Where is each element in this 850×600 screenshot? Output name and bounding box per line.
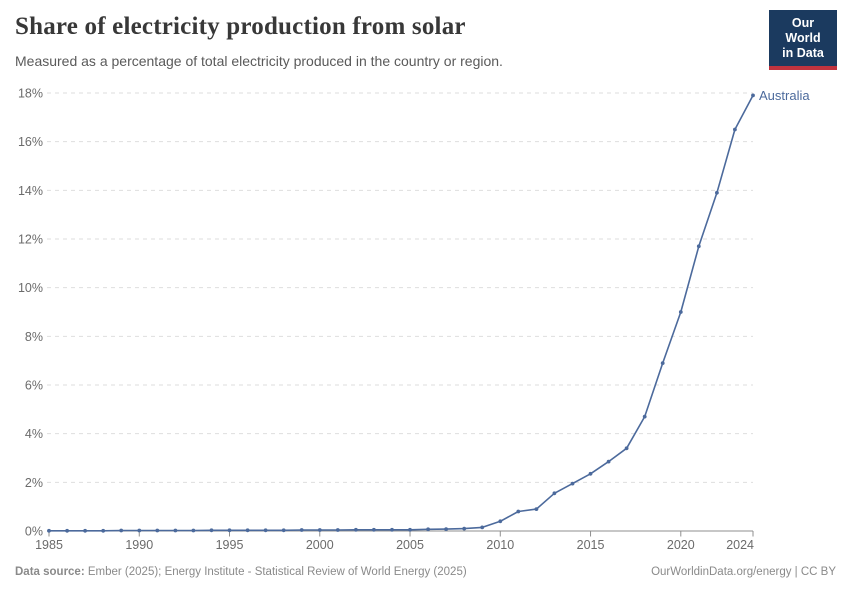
data-point[interactable]	[480, 525, 485, 530]
y-axis-tick-label: 10%	[18, 281, 43, 295]
data-point[interactable]	[354, 527, 358, 532]
data-point[interactable]	[155, 528, 160, 533]
y-axis-tick-label: 14%	[18, 184, 43, 198]
data-point[interactable]	[191, 528, 196, 533]
data-point[interactable]	[516, 509, 521, 514]
data-point[interactable]	[678, 310, 683, 314]
data-point[interactable]	[715, 190, 719, 195]
x-axis-tick-label: 2000	[306, 538, 334, 552]
series-end-label-australia[interactable]: Australia	[759, 88, 810, 103]
y-axis-tick-label: 4%	[25, 427, 43, 441]
data-point[interactable]	[263, 528, 268, 533]
data-source-value: Ember (2025); Energy Institute - Statist…	[84, 566, 467, 578]
x-axis-tick-label: 2020	[667, 538, 695, 552]
data-point[interactable]	[552, 491, 557, 496]
data-point[interactable]	[173, 528, 178, 533]
x-axis-tick-label: 2005	[396, 538, 424, 552]
x-axis-tick-label: 2024	[726, 538, 754, 552]
data-point[interactable]	[83, 528, 87, 533]
x-axis-tick-label: 1990	[125, 538, 153, 552]
data-point[interactable]	[624, 446, 629, 451]
data-point[interactable]	[660, 361, 665, 365]
y-axis-tick-label: 16%	[18, 135, 43, 149]
owid-logo-line1: Our World	[785, 16, 821, 45]
data-point[interactable]	[588, 471, 593, 476]
data-point[interactable]	[119, 528, 124, 533]
data-point[interactable]	[101, 528, 106, 533]
y-axis-tick-label: 18%	[18, 87, 43, 101]
x-axis-tick-label: 1995	[216, 538, 244, 552]
data-point[interactable]	[498, 519, 503, 524]
chart-subtitle: Measured as a percentage of total electr…	[15, 53, 503, 69]
y-axis-tick-label: 6%	[25, 379, 43, 393]
data-point[interactable]	[281, 528, 286, 533]
owid-logo-line2: in Data	[782, 46, 824, 60]
data-point[interactable]	[317, 528, 322, 532]
data-point[interactable]	[408, 527, 412, 532]
data-point[interactable]	[209, 528, 214, 533]
data-point[interactable]	[570, 481, 575, 486]
data-point[interactable]	[299, 528, 304, 532]
chart-title: Share of electricity production from sol…	[15, 13, 466, 40]
data-point[interactable]	[534, 507, 539, 511]
data-point[interactable]	[65, 528, 69, 533]
data-point[interactable]	[372, 527, 376, 532]
y-axis-tick-label: 8%	[25, 330, 43, 344]
data-point[interactable]	[245, 528, 250, 533]
credit-link[interactable]: OurWorldinData.org/energy | CC BY	[651, 566, 836, 578]
x-axis-tick-label: 2010	[486, 538, 514, 552]
data-point[interactable]	[137, 528, 142, 533]
data-point[interactable]	[227, 528, 232, 533]
data-point[interactable]	[390, 527, 394, 532]
owid-logo[interactable]: Our World in Data	[769, 10, 837, 70]
data-point[interactable]	[462, 526, 467, 531]
x-axis-tick-label: 1985	[35, 538, 63, 552]
data-source-label: Data source:	[15, 566, 85, 578]
data-point[interactable]	[426, 527, 430, 532]
data-point[interactable]	[696, 244, 701, 249]
data-point[interactable]	[733, 127, 737, 132]
data-point[interactable]	[642, 414, 647, 419]
data-point[interactable]	[444, 527, 448, 531]
data-point[interactable]	[335, 528, 340, 532]
series-line-australia	[48, 94, 754, 532]
y-axis-tick-label: 12%	[18, 233, 43, 247]
data-point[interactable]	[606, 459, 611, 464]
data-point[interactable]	[751, 93, 755, 98]
data-source-text: Data source: Ember (2025); Energy Instit…	[15, 566, 467, 578]
y-axis-tick-label: 0%	[25, 525, 43, 539]
data-point[interactable]	[47, 528, 51, 533]
x-axis-tick-label: 2015	[577, 538, 605, 552]
y-axis-tick-label: 2%	[25, 476, 43, 490]
chart-footer: Data source: Ember (2025); Energy Instit…	[15, 566, 836, 578]
